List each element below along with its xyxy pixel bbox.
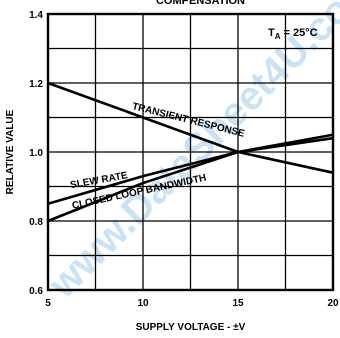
y-tick-label: 1.2 (29, 79, 43, 90)
plot-frame (46, 12, 335, 292)
x-tick-label: 15 (232, 298, 244, 309)
grid: www.DataSheet4U.com (40, 0, 340, 307)
x-tick-label: 10 (137, 298, 149, 309)
y-tick-label: 1.4 (29, 10, 43, 21)
series-line-1 (47, 81, 334, 174)
axes (46, 12, 335, 292)
x-axis-label: SUPPLY VOLTAGE - ±V (136, 322, 246, 333)
x-tick-label: 20 (327, 298, 339, 309)
annotation-temperature: TA = 25°C (268, 27, 318, 41)
y-tick-label: 1.0 (29, 148, 43, 159)
watermark-text: www.DataSheet4U.com (40, 0, 340, 307)
y-tick-label: 0.8 (29, 217, 43, 228)
series-line-3 (47, 136, 334, 223)
series-line-2 (47, 133, 334, 205)
top-caption: COMPENSATION (156, 0, 245, 7)
series-lines (47, 81, 334, 223)
x-tick-label: 5 (45, 298, 51, 309)
y-tick-label: 0.6 (29, 286, 43, 297)
y-axis-label: RELATIVE VALUE (5, 109, 16, 194)
